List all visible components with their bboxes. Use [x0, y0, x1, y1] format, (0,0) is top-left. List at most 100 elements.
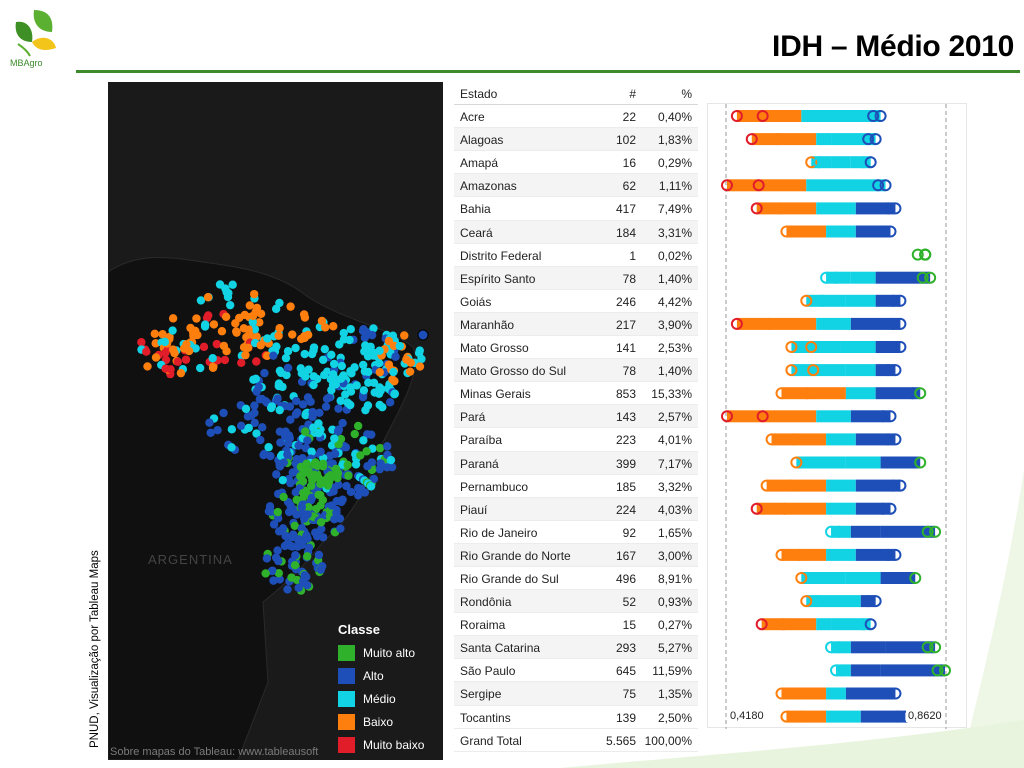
dotplot-band: [855, 202, 896, 215]
municipality-dot: [339, 328, 348, 338]
state-count: 143: [615, 410, 636, 425]
municipality-dot: [362, 327, 371, 337]
municipality-dot: [327, 501, 336, 510]
table-row[interactable]: Mato Grosso 141 2,53%: [454, 336, 698, 360]
table-row[interactable]: Santa Catarina 293 5,27%: [454, 636, 698, 660]
table-row[interactable]: Amapá 16 0,29%: [454, 151, 698, 175]
table-row[interactable]: Pará 143 2,57%: [454, 405, 698, 429]
municipality-dot: [290, 561, 300, 570]
idh-map[interactable]: ARGENTINA Classe Muito alto Alto Médio B…: [108, 82, 443, 760]
municipality-dot: [184, 346, 194, 356]
dotplot-point: [939, 664, 952, 677]
municipality-dot: [282, 370, 291, 380]
municipality-dot: [160, 337, 170, 347]
municipality-dot: [232, 327, 241, 336]
idh-range-plot[interactable]: [707, 103, 967, 729]
state-pct: 3,00%: [657, 548, 692, 563]
dotplot-point: [894, 317, 907, 330]
legend-item-muito-baixo[interactable]: Muito baixo: [338, 733, 438, 756]
header-estado[interactable]: Estado: [460, 87, 498, 101]
table-row[interactable]: Paraíba 223 4,01%: [454, 428, 698, 452]
dotplot-point: [813, 572, 826, 584]
table-row[interactable]: Maranhão 217 3,90%: [454, 312, 698, 337]
table-row[interactable]: Alagoas 102 1,83%: [454, 128, 698, 152]
municipality-dot: [346, 487, 356, 497]
dotplot-point: [906, 387, 919, 400]
legend-item-medio[interactable]: Médio: [338, 687, 438, 710]
state-pct: 3,32%: [657, 479, 692, 494]
table-row[interactable]: Mato Grosso do Sul 78 1,40%: [454, 359, 698, 383]
municipality-dot: [264, 443, 273, 452]
table-row[interactable]: Tocantins 139 2,50%: [454, 706, 698, 729]
legend-label: Médio: [363, 691, 396, 706]
state-name: Santa Catarina: [460, 641, 541, 656]
legend-item-baixo[interactable]: Baixo: [338, 710, 438, 733]
dotplot-band: [826, 225, 856, 238]
table-row[interactable]: Roraima 15 0,27%: [454, 613, 698, 637]
state-count: 62: [622, 179, 636, 194]
dotplot-band: [726, 179, 807, 192]
dotplot-row: [720, 410, 897, 423]
table-row[interactable]: Minas Gerais 853 15,33%: [454, 382, 698, 406]
header-count[interactable]: #: [629, 87, 636, 101]
municipality-dot: [303, 552, 312, 561]
municipality-dot: [323, 481, 333, 490]
table-row[interactable]: Amazonas 62 1,11%: [454, 174, 698, 198]
table-row[interactable]: Rio Grande do Sul 496 8,91%: [454, 567, 698, 591]
municipality-dot: [406, 358, 416, 367]
municipality-dot: [385, 398, 395, 407]
total-pct: 100,00%: [644, 733, 692, 748]
table-row[interactable]: Goiás 246 4,42%: [454, 290, 698, 313]
dotplot-row: [825, 525, 942, 538]
municipality-dot: [228, 280, 237, 289]
legend-item-muito-alto[interactable]: Muito alto: [338, 641, 438, 664]
dotplot-row: [775, 387, 927, 400]
table-row[interactable]: Rio de Janeiro 92 1,65%: [454, 521, 698, 544]
table-row[interactable]: Piauí 224 4,03%: [454, 497, 698, 521]
table-total-row: Grand Total 5.565 100,00%: [454, 729, 698, 752]
header-pct[interactable]: %: [681, 87, 692, 101]
dotplot-point: [796, 710, 809, 723]
municipality-dot: [337, 361, 347, 371]
municipality-dot: [353, 421, 363, 431]
municipality-dot: [299, 332, 309, 341]
table-row[interactable]: Rio Grande do Norte 167 3,00%: [454, 543, 698, 567]
state-name: Paraíba: [460, 433, 503, 448]
map-credit[interactable]: Sobre mapas do Tableau: www.tableausoft: [110, 746, 319, 758]
table-row[interactable]: Distrito Federal 1 0,02%: [454, 244, 698, 267]
municipality-dot: [220, 355, 230, 365]
municipality-dot: [288, 330, 297, 339]
table-row[interactable]: Acre 22 0,40%: [454, 105, 698, 129]
municipality-dot: [300, 313, 310, 322]
table-row[interactable]: Sergipe 75 1,35%: [454, 682, 698, 706]
legend-item-alto[interactable]: Alto: [338, 664, 438, 687]
municipality-dot: [250, 289, 259, 299]
municipality-dot: [405, 367, 415, 376]
dotplot-row: [805, 156, 877, 169]
dotplot-point: [889, 202, 902, 215]
dotplot-point: [790, 456, 803, 469]
dotplot-point: [931, 664, 944, 677]
dotplot-point: [884, 225, 897, 238]
municipality-dot: [192, 314, 201, 323]
municipality-dot: [326, 470, 335, 480]
municipality-dot: [286, 478, 295, 488]
municipality-dot: [256, 435, 265, 445]
dotplot-point: [882, 548, 895, 561]
table-row[interactable]: Espírito Santo 78 1,40%: [454, 266, 698, 290]
municipality-dot: [302, 487, 311, 496]
municipality-dot: [336, 434, 346, 444]
table-row[interactable]: Pernambuco 185 3,32%: [454, 475, 698, 498]
table-row[interactable]: Bahia 417 7,49%: [454, 197, 698, 221]
table-row[interactable]: Rondônia 52 0,93%: [454, 590, 698, 614]
municipality-dot: [361, 341, 370, 350]
dotplot-point: [780, 225, 793, 238]
table-row[interactable]: Paraná 399 7,17%: [454, 451, 698, 475]
table-row[interactable]: Ceará 184 3,31%: [454, 220, 698, 244]
table-row[interactable]: São Paulo 645 11,59%: [454, 659, 698, 683]
dotplot-row: [911, 248, 932, 261]
dotplot-band: [751, 133, 817, 146]
dotplot-point: [796, 225, 809, 238]
dotplot-point: [929, 525, 942, 538]
total-label: Grand Total: [460, 733, 522, 748]
